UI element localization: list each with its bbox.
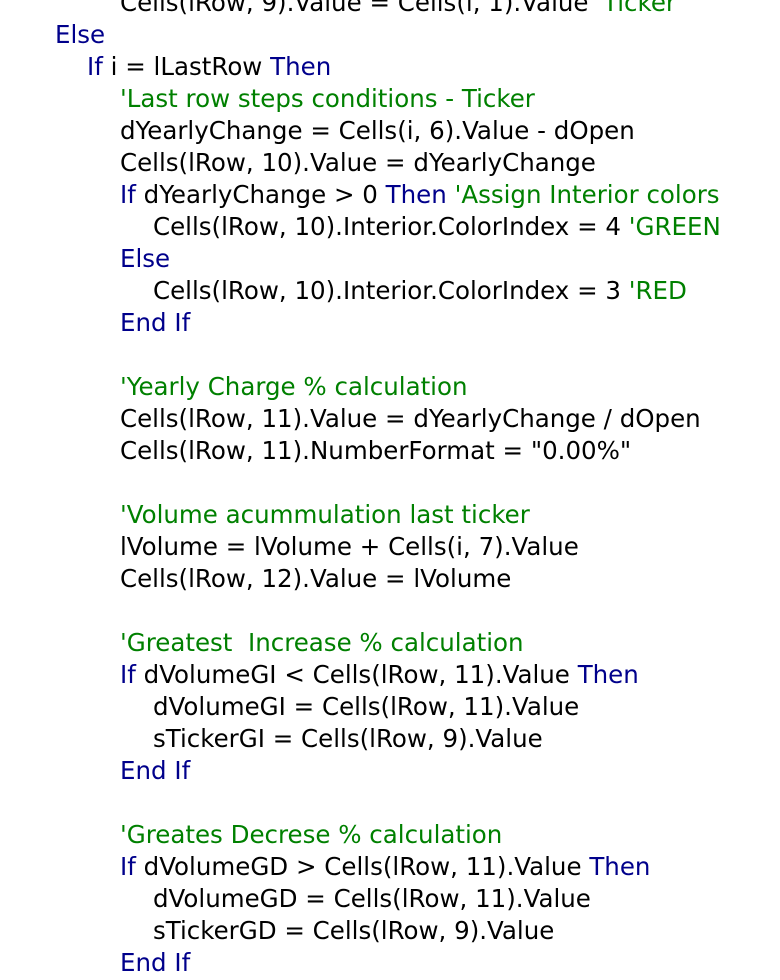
code-line[interactable]: Cells(lRow, 10).Value = dYearlyChange [0, 147, 780, 179]
comment-token: 'RED [628, 276, 687, 305]
code-token: sTickerGD = Cells(lRow, 9).Value [153, 916, 555, 945]
comment-token: 'Volume acummulation last ticker [120, 500, 530, 529]
code-token: dVolumeGI < Cells(lRow, 11).Value [135, 660, 578, 689]
code-line[interactable]: 'Greates Decrese % calculation [0, 819, 780, 851]
code-token: Cells(lRow, 11).Value = dYearlyChange / … [120, 404, 701, 433]
keyword-token: Then [385, 180, 447, 209]
code-line[interactable] [0, 467, 780, 499]
code-line[interactable]: If dVolumeGI < Cells(lRow, 11).Value The… [0, 659, 780, 691]
code-line[interactable]: Cells(lRow, 9).Value = Cells(i, 1).Value… [0, 0, 780, 19]
code-line[interactable]: End If [0, 755, 780, 787]
code-line[interactable]: If i = lLastRow Then [0, 51, 780, 83]
code-token: dYearlyChange = Cells(i, 6).Value - dOpe… [120, 116, 635, 145]
code-token: Cells(lRow, 11).NumberFormat = "0.00%" [120, 436, 632, 465]
code-line[interactable]: End If [0, 307, 780, 339]
code-token: Cells(lRow, 10).Interior.ColorIndex = 3 [153, 276, 629, 305]
code-token: sTickerGI = Cells(lRow, 9).Value [153, 724, 543, 753]
code-line[interactable]: Else [0, 243, 780, 275]
keyword-token: Then [577, 660, 639, 689]
code-line[interactable]: Cells(lRow, 11).NumberFormat = "0.00%" [0, 435, 780, 467]
code-line[interactable]: Else [0, 19, 780, 51]
code-line[interactable]: If dYearlyChange > 0 Then 'Assign Interi… [0, 179, 780, 211]
code-line[interactable] [0, 595, 780, 627]
code-line[interactable]: sTickerGI = Cells(lRow, 9).Value [0, 723, 780, 755]
comment-token: 'Assign Interior colors [454, 180, 720, 209]
code-line[interactable]: 'Volume acummulation last ticker [0, 499, 780, 531]
code-line[interactable]: Cells(lRow, 11).Value = dYearlyChange / … [0, 403, 780, 435]
code-token: Cells(lRow, 10).Interior.ColorIndex = 4 [153, 212, 629, 241]
keyword-token: Then [589, 852, 651, 881]
code-line[interactable]: 'Last row steps conditions - Ticker [0, 83, 780, 115]
code-line[interactable]: If dVolumeGD > Cells(lRow, 11).Value The… [0, 851, 780, 883]
keyword-token: End If [120, 948, 191, 977]
code-line[interactable]: dVolumeGD = Cells(lRow, 11).Value [0, 883, 780, 915]
keyword-token: Else [55, 20, 106, 49]
code-line[interactable]: Cells(lRow, 12).Value = lVolume [0, 563, 780, 595]
code-token: Cells(lRow, 10).Value = dYearlyChange [120, 148, 596, 177]
code-line[interactable]: dYearlyChange = Cells(i, 6).Value - dOpe… [0, 115, 780, 147]
keyword-token: If [87, 52, 103, 81]
keyword-token: End If [120, 756, 191, 785]
comment-token: 'Yearly Charge % calculation [120, 372, 468, 401]
code-line[interactable]: lVolume = lVolume + Cells(i, 7).Value [0, 531, 780, 563]
keyword-token: If [120, 180, 136, 209]
code-token: i = lLastRow [102, 52, 271, 81]
code-line[interactable]: End If [0, 947, 780, 979]
code-token [447, 180, 455, 209]
code-token: Cells(lRow, 12).Value = lVolume [120, 564, 512, 593]
keyword-token: Else [120, 244, 171, 273]
keyword-token: If [120, 852, 136, 881]
code-line[interactable]: sTickerGD = Cells(lRow, 9).Value [0, 915, 780, 947]
code-line[interactable] [0, 787, 780, 819]
code-line[interactable] [0, 339, 780, 371]
comment-token: 'Last row steps conditions - Ticker [120, 84, 535, 113]
code-token: dVolumeGI = Cells(lRow, 11).Value [153, 692, 580, 721]
comment-token: 'Greates Decrese % calculation [120, 820, 503, 849]
code-token: dYearlyChange > 0 [135, 180, 386, 209]
code-line[interactable]: dVolumeGI = Cells(lRow, 11).Value [0, 691, 780, 723]
code-token: dVolumeGD > Cells(lRow, 11).Value [135, 852, 590, 881]
code-line[interactable]: Cells(lRow, 10).Interior.ColorIndex = 3 … [0, 275, 780, 307]
comment-token: 'Ticker [596, 0, 676, 17]
code-token: Cells(lRow, 9).Value = Cells(i, 1).Value [120, 0, 597, 17]
code-line[interactable]: Cells(lRow, 10).Interior.ColorIndex = 4 … [0, 211, 780, 243]
code-token: dVolumeGD = Cells(lRow, 11).Value [153, 884, 591, 913]
keyword-token: Then [270, 52, 332, 81]
keyword-token: End If [120, 308, 191, 337]
comment-token: 'Greatest Increase % calculation [120, 628, 524, 657]
comment-token: 'GREEN [628, 212, 721, 241]
code-line[interactable]: 'Greatest Increase % calculation [0, 627, 780, 659]
keyword-token: If [120, 660, 136, 689]
code-token: lVolume = lVolume + Cells(i, 7).Value [120, 532, 579, 561]
code-line[interactable]: 'Yearly Charge % calculation [0, 371, 780, 403]
